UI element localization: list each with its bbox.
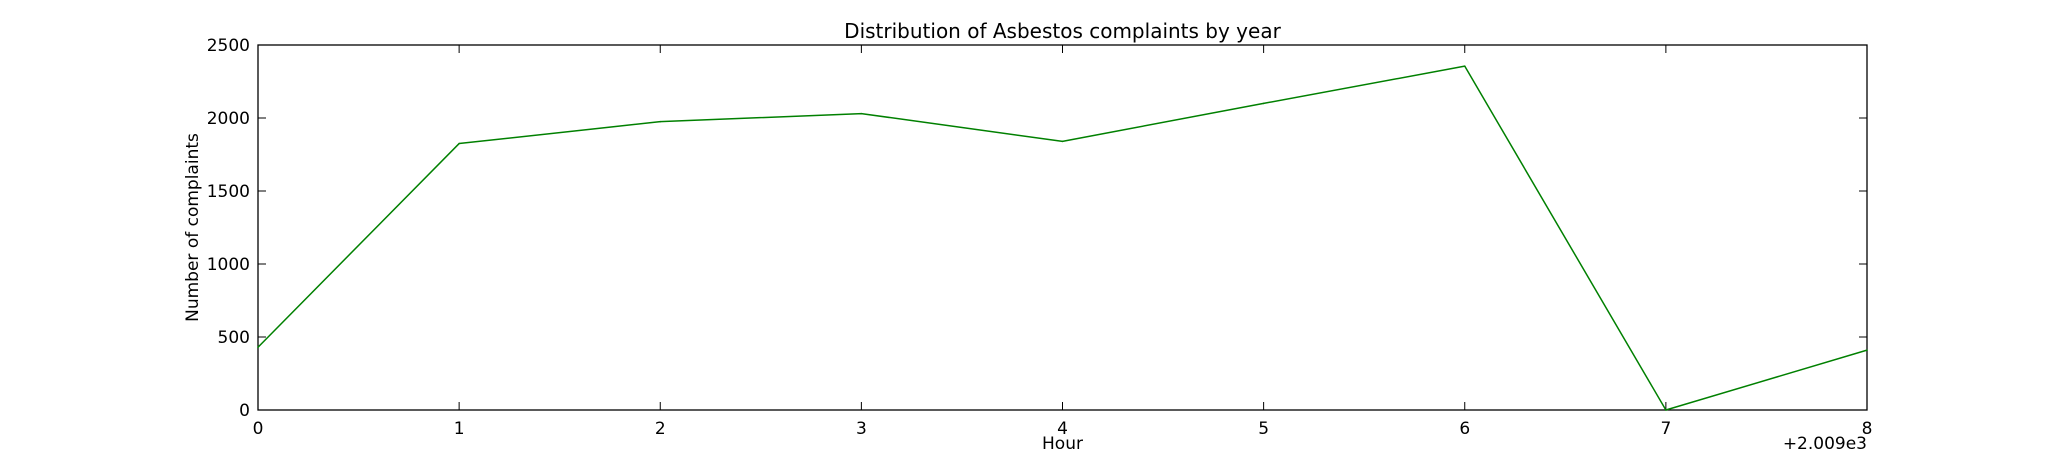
tick-labels-layer: 0 1 2 3 4 5 6 7 8 0 500 1000 1500 2000 2500 bbox=[207, 36, 1873, 439]
x-tick-label: 5 bbox=[1258, 419, 1269, 439]
y-axis-label: Number of complaints bbox=[183, 133, 203, 322]
data-point bbox=[1463, 65, 1466, 67]
x-axis-offset-label: +2.009e3 bbox=[1783, 434, 1867, 450]
y-tick-label: 0 bbox=[239, 401, 250, 421]
x-tick-label: 7 bbox=[1660, 419, 1671, 439]
data-point bbox=[257, 346, 259, 349]
x-tick-label: 2 bbox=[655, 419, 666, 439]
y-tick-label: 500 bbox=[218, 328, 250, 348]
chart-title: Distribution of Asbestos complaints by y… bbox=[844, 19, 1281, 43]
y-tick-label: 2000 bbox=[207, 109, 250, 129]
y-tick-label: 2500 bbox=[207, 36, 250, 56]
data-point bbox=[458, 142, 460, 145]
x-tick-label: 4 bbox=[1057, 419, 1068, 439]
data-point bbox=[1061, 140, 1064, 143]
x-tick-label: 8 bbox=[1862, 419, 1873, 439]
y-tick-label: 1000 bbox=[207, 255, 250, 275]
data-point bbox=[860, 112, 863, 115]
y-tick-label: 1500 bbox=[207, 182, 250, 202]
x-tick-label: 3 bbox=[856, 419, 867, 439]
x-tick-label: 1 bbox=[454, 419, 465, 439]
x-tick-label: 0 bbox=[253, 419, 264, 439]
axis-ticks-layer bbox=[257, 44, 1868, 411]
x-tick-label: 6 bbox=[1459, 419, 1470, 439]
series-layer bbox=[257, 65, 1868, 411]
data-point bbox=[659, 120, 662, 123]
data-point bbox=[1866, 349, 1868, 351]
x-axis-label: Hour bbox=[1042, 434, 1083, 450]
data-point bbox=[1262, 102, 1265, 105]
plot-area bbox=[257, 44, 1868, 411]
data-point bbox=[1665, 409, 1667, 411]
